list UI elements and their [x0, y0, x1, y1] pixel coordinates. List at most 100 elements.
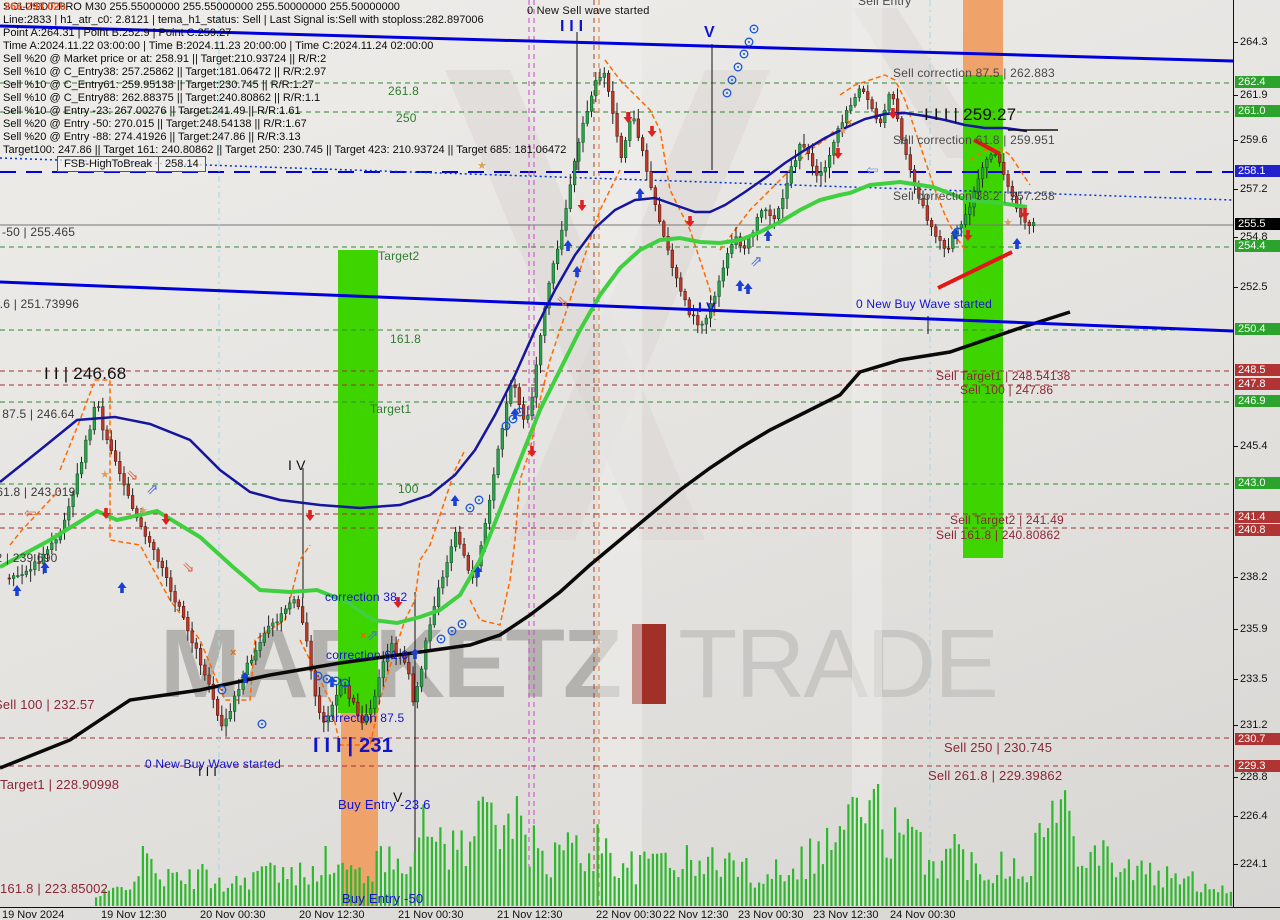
star-marker-icon: ★ [477, 160, 487, 172]
header-line: Sell %20 @ Market price or at: 258.91 ||… [3, 53, 327, 65]
sell-arrow-icon [577, 200, 587, 211]
buy-arrow-icon [563, 240, 573, 251]
price-tick-label: 264.3 [1234, 36, 1268, 48]
price-level-badge: 250.4 [1235, 323, 1280, 335]
time-tick-label: 23 Nov 00:30 [738, 909, 804, 920]
circle-marker-icon [474, 495, 484, 505]
price-level-badge: 247.8 [1235, 378, 1280, 390]
circle-marker-icon [953, 227, 963, 237]
black-ma-line [0, 310, 1071, 770]
star-marker-icon: ★ [838, 125, 848, 137]
sell-arrow-icon [623, 112, 633, 123]
hollow-arrow-icon: ⇦ [866, 162, 879, 179]
sell-arrow-icon [1020, 208, 1030, 219]
hollow-arrow-icon: ⇗ [146, 481, 159, 498]
time-tick-label: 23 Nov 12:30 [813, 909, 879, 920]
price-axis: 264.3 261.9 259.6 257.2 254.8 252.5 245.4 238.2… [1233, 0, 1280, 907]
header-line: Point A:264.31 | Point B:252.9 | Point C… [3, 27, 232, 39]
star-marker-icon: ★ [1003, 217, 1013, 229]
price-level-badge: 248.5 [1235, 364, 1280, 376]
price-tick-label: 259.6 [1234, 134, 1268, 146]
price-level-badge: 243.0 [1235, 477, 1280, 489]
fsb-label: FSB-HighToBreak [64, 158, 153, 170]
hollow-arrow-icon: ⇘ [182, 559, 195, 576]
buy-arrow-icon [40, 562, 50, 573]
price-tick-label: 231.2 [1234, 719, 1268, 731]
red-trend-segment [937, 250, 1013, 290]
circle-marker-icon [257, 719, 267, 729]
header-line: Sell %10 @ C_Entry61: 259.95138 || Targe… [3, 79, 315, 91]
header-line: Target100: 247.86 || Target 161: 240.808… [3, 144, 567, 156]
moving-averages [0, 111, 1071, 770]
header-line: Line:2833 | h1_atr_c0: 2.8121 | tema_h1_… [3, 14, 484, 26]
circle-marker-icon [217, 685, 227, 695]
price-tick-label: 233.5 [1234, 673, 1268, 685]
buy-arrow-icon [450, 495, 460, 506]
sell-arrow-icon [393, 597, 403, 608]
circle-marker-icon [733, 62, 743, 72]
level-lines [0, 82, 1234, 767]
trend-lines [0, 24, 1234, 333]
circle-marker-icon [508, 414, 518, 424]
buy-arrow-icon [12, 585, 22, 596]
buy-arrow-icon [473, 566, 483, 577]
sell-arrow-icon [833, 148, 843, 159]
signal-markers: ★★★★★×××⇦⇘⇘⇗⇗⇗⇦⇘ [12, 24, 1030, 729]
price-level-badge: 262.4 [1235, 76, 1280, 88]
time-tick-label: 22 Nov 00:30 [596, 909, 662, 920]
hollow-arrow-icon: ⇗ [366, 627, 379, 644]
circle-marker-icon [739, 49, 749, 59]
x-marker-icon: × [360, 630, 366, 642]
watermark-text-trade: TRADE [678, 609, 999, 718]
time-tick-label: 19 Nov 2024 [2, 909, 65, 920]
sell-arrow-icon [305, 510, 315, 521]
price-level-badge: 240.8 [1235, 524, 1280, 536]
volume-histogram [95, 784, 1232, 906]
vertical-band [963, 75, 1003, 558]
price-tick-label: 235.9 [1234, 623, 1268, 635]
sell-arrow-icon [647, 126, 657, 137]
price-tick-label: 257.2 [1234, 183, 1268, 195]
circle-marker-icon [465, 503, 475, 513]
circle-marker-icon [457, 619, 467, 629]
circle-marker-icon [340, 678, 350, 688]
buy-arrow-icon [763, 230, 773, 241]
circle-marker-icon [436, 634, 446, 644]
sell-arrow-icon [685, 216, 695, 227]
header-line: Sell %10 @ Entry -23: 267.00276 || Targe… [3, 105, 301, 117]
price-tick-label: 228.8 [1234, 771, 1268, 783]
circle-marker-icon [722, 88, 732, 98]
price-tick-label: 261.9 [1234, 89, 1268, 101]
sell-arrow-icon [963, 230, 973, 241]
price-tick-label: 226.4 [1234, 810, 1268, 822]
price-tick-label: 224.1 [1234, 858, 1268, 870]
circle-marker-icon [744, 37, 754, 47]
time-tick-label: 21 Nov 12:30 [497, 909, 563, 920]
time-tick-label: 20 Nov 12:30 [299, 909, 365, 920]
circle-marker-icon [515, 407, 525, 417]
x-marker-icon: × [846, 117, 852, 129]
circle-marker-icon [331, 676, 341, 686]
star-marker-icon: ★ [138, 505, 148, 517]
header-line: Sell %10 @ C_Entry38: 257.25862 || Targe… [3, 66, 327, 78]
hollow-arrow-icon: ⇦ [24, 505, 37, 522]
circle-marker-icon [727, 75, 737, 85]
price-level-badge: 258.1 [1235, 165, 1280, 177]
fsb-high-to-break-label: FSB-HighToBreak 258.14 [57, 156, 206, 172]
price-level-badge: 230.7 [1235, 733, 1280, 745]
price-level-badge: 255.5 [1235, 218, 1280, 230]
price-tick-label: 238.2 [1234, 571, 1268, 583]
price-level-badge: 261.0 [1235, 105, 1280, 117]
indicator-comment-block: SOLUSDT-PRO M30 255.55000000 255.5500000… [3, 1, 566, 157]
buy-arrow-icon [1012, 238, 1022, 249]
time-tick-label: 22 Nov 12:30 [663, 909, 729, 920]
navy-ma-line [0, 111, 1028, 510]
time-axis: 19 Nov 2024 19 Nov 12:30 20 Nov 00:30 20 No… [0, 907, 1280, 920]
price-level-badge: 229.3 [1235, 760, 1280, 772]
circle-marker-icon [749, 24, 759, 34]
buy-arrow-icon [743, 283, 753, 294]
symbol-ohlc-line: SOLUSDT-PRO M30 255.55000000 255.5500000… [3, 1, 400, 13]
buy-arrow-icon [117, 582, 127, 593]
